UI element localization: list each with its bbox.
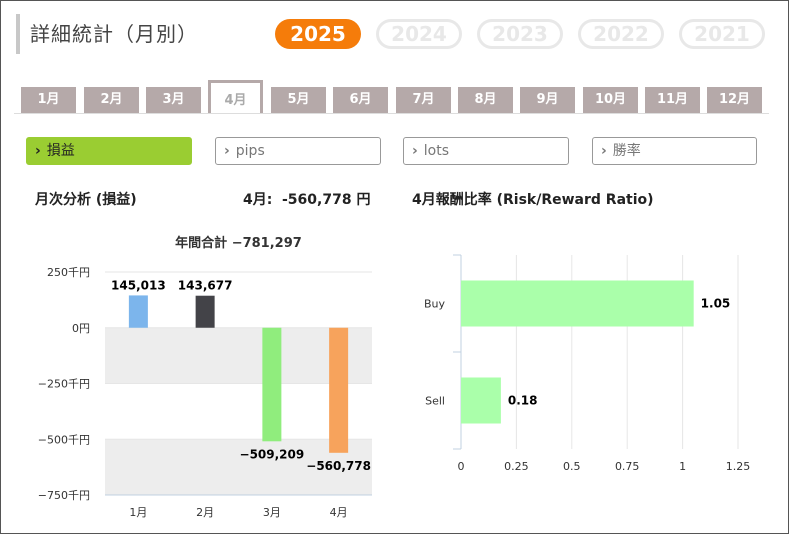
filter-pips-button[interactable]: › pips	[215, 137, 381, 165]
filter-lots-label: lots	[423, 143, 450, 159]
page-title-block: 詳細統計（月別）	[16, 14, 198, 54]
month-tab-9[interactable]: 9月	[520, 87, 575, 113]
y-tick-label: 0円	[72, 322, 90, 335]
month-tab-11[interactable]: 11月	[645, 87, 700, 113]
month-tab-5[interactable]: 5月	[271, 87, 326, 113]
data-label: 145,013	[111, 278, 166, 292]
month-tab-2[interactable]: 2月	[84, 87, 139, 113]
x-tick-label: 1.25	[726, 460, 751, 473]
bar-1	[128, 295, 148, 328]
bar-2	[195, 295, 215, 328]
x-tick-label: 4月	[330, 506, 348, 519]
plot-band	[105, 439, 372, 495]
selected-month-label: 4月:	[243, 192, 273, 208]
year-tab-2022[interactable]: 2022	[578, 19, 664, 49]
x-tick-label: 1月	[129, 506, 147, 519]
data-label: 1.05	[701, 297, 731, 311]
risk-reward-chart: 0 0.25 0.5 0.75 1 1.25 1.05 Buy 0.18 Sell	[424, 254, 751, 473]
year-tab-2025[interactable]: 2025	[275, 19, 361, 49]
chart-title: 年間合計 −781,297	[175, 235, 302, 251]
y-tick-label: Sell	[425, 395, 445, 408]
y-tick-label: Buy	[424, 298, 446, 311]
month-tabs-baseline	[14, 113, 769, 114]
month-tab-4[interactable]: 4月	[208, 80, 263, 113]
x-tick-label: 3月	[263, 506, 281, 519]
risk-reward-heading: 4月報酬比率 (Risk/Reward Ratio)	[412, 192, 654, 208]
filter-profit-label: 損益	[46, 143, 75, 159]
month-tab-1[interactable]: 1月	[21, 87, 76, 113]
data-label: −509,209	[240, 447, 305, 461]
bar-buy	[461, 280, 694, 327]
month-tab-7[interactable]: 7月	[396, 87, 451, 113]
data-label: 143,677	[178, 279, 233, 293]
plot-band	[105, 327, 372, 384]
x-tick-label: 0.75	[615, 460, 640, 473]
x-tick-label: 1	[679, 460, 686, 473]
bar-sell	[461, 377, 501, 424]
bar-3	[262, 327, 282, 442]
chevron-right-icon: ›	[224, 143, 230, 159]
month-tab-3[interactable]: 3月	[146, 87, 201, 113]
chevron-right-icon: ›	[35, 143, 41, 159]
monthly-analysis-heading: 月次分析 (損益)	[35, 192, 137, 208]
y-tick-label: −250千円	[38, 378, 90, 391]
selected-month-value: -560,778 円	[282, 192, 371, 208]
month-tab-8[interactable]: 8月	[458, 87, 513, 113]
filter-lots-button[interactable]: › lots	[403, 137, 569, 165]
bar-4	[329, 327, 349, 453]
month-tab-6[interactable]: 6月	[333, 87, 388, 113]
y-tick-label: −500千円	[38, 433, 90, 446]
year-tab-2024[interactable]: 2024	[376, 19, 462, 49]
y-tick-label: −750千円	[38, 489, 90, 502]
filter-pips-label: pips	[235, 143, 265, 159]
month-tab-12[interactable]: 12月	[707, 87, 762, 113]
filter-winrate-button[interactable]: › 勝率	[592, 137, 757, 165]
x-tick-label: 0.5	[563, 460, 581, 473]
chevron-right-icon: ›	[412, 143, 418, 159]
year-tab-2021[interactable]: 2021	[679, 19, 765, 49]
y-tick-label: 250千円	[47, 266, 90, 279]
month-tab-10[interactable]: 10月	[583, 87, 638, 113]
x-tick-label: 2月	[196, 506, 214, 519]
chevron-right-icon: ›	[601, 143, 607, 159]
data-label: 0.18	[508, 394, 538, 408]
x-tick-label: 0.25	[504, 460, 529, 473]
page-title: 詳細統計（月別）	[30, 22, 198, 46]
filter-profit-button[interactable]: › 損益	[26, 137, 192, 165]
data-label: −560,778	[306, 459, 371, 473]
monthly-profit-chart: 250千円 0円 −250千円 −500千円 −750千円 年間合計 −781,297 14…	[38, 235, 372, 519]
x-tick-label: 0	[458, 460, 465, 473]
year-tab-2023[interactable]: 2023	[477, 19, 563, 49]
filter-winrate-label: 勝率	[612, 143, 641, 159]
